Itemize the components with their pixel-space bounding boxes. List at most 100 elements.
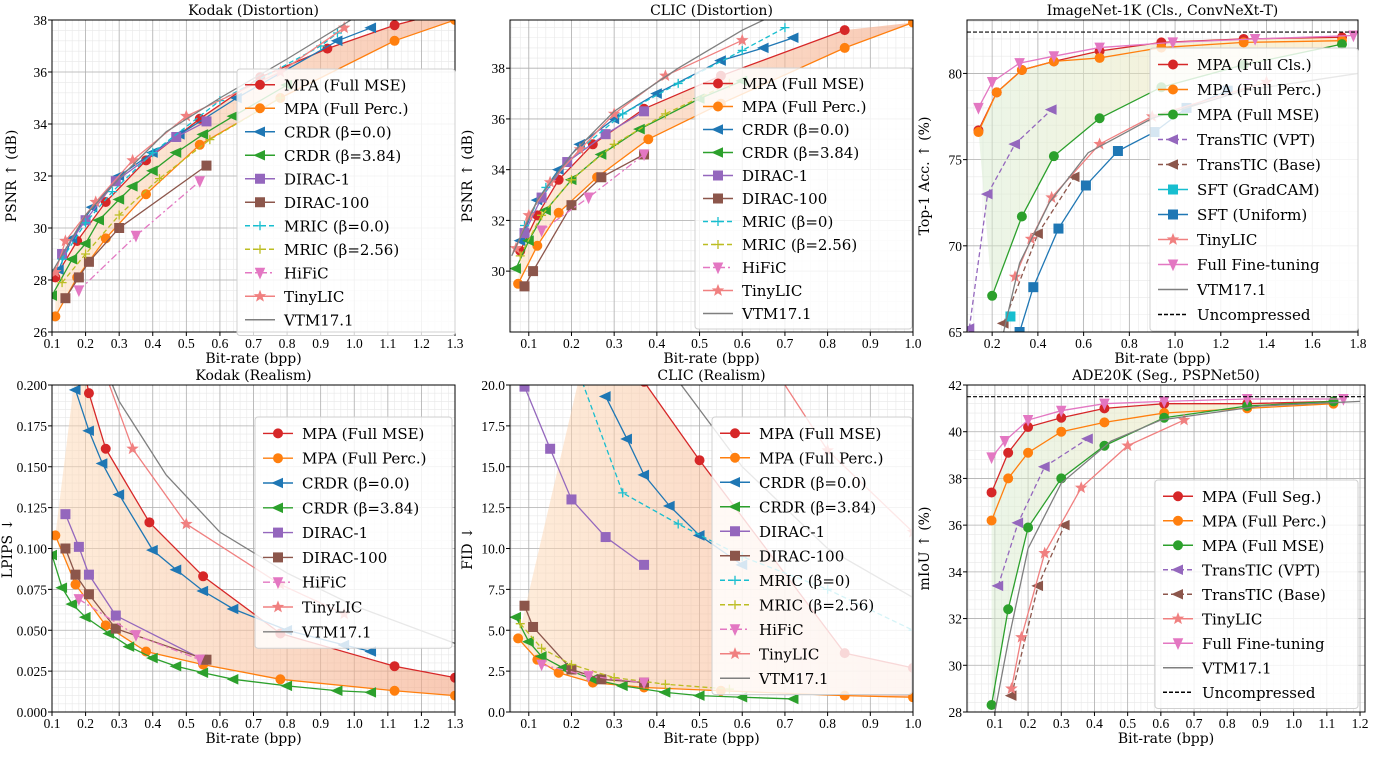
data-point: [130, 230, 142, 243]
data-point: [364, 646, 377, 657]
data-point: [639, 106, 650, 117]
data-point: [1048, 151, 1059, 162]
data-point: [1044, 104, 1057, 115]
x-tick-label: 1.0: [1285, 716, 1302, 731]
legend-label: TinyLIC: [284, 288, 344, 306]
legend-marker: [1171, 564, 1183, 576]
data-point: [1003, 447, 1014, 458]
y-tick-label: 28: [34, 273, 48, 288]
data-point: [986, 487, 997, 498]
legend-label: CRDR (β=3.84): [759, 498, 876, 516]
legend-item: HiFiC: [703, 259, 787, 277]
data-point: [660, 679, 670, 689]
series-line: [86, 385, 455, 679]
data-point: [1031, 580, 1044, 592]
series-line: [511, 20, 764, 257]
data-point: [450, 690, 455, 701]
data-point: [81, 249, 91, 259]
y-axis-label: LPIPS ↓: [0, 519, 16, 578]
y-tick-label: 42: [949, 378, 963, 393]
x-tick-label: 0.8: [819, 336, 836, 351]
legend-label: MRIC (β=0): [742, 213, 833, 231]
data-point: [510, 263, 521, 274]
x-tick-label: 0.9: [862, 336, 879, 351]
legend-item: MPA (Full MSE): [245, 76, 406, 94]
data-point: [519, 385, 530, 392]
legend-label: VTM17.1: [758, 670, 829, 688]
data-point: [146, 652, 158, 664]
y-axis-label: PSNR ↑ (dB): [460, 130, 476, 223]
data-point: [660, 109, 670, 119]
legend-marker: [255, 197, 265, 208]
data-point: [618, 109, 628, 119]
legend-label: TransTIC (Base): [1202, 586, 1326, 604]
legend-marker: [713, 217, 723, 226]
legend-marker: [1173, 491, 1183, 502]
data-point: [596, 172, 607, 183]
x-tick-label: 1.3: [447, 336, 464, 351]
data-point: [1328, 396, 1339, 407]
data-point: [839, 42, 850, 53]
legend-marker: [254, 267, 266, 280]
legend-label: TinyLIC: [302, 599, 362, 617]
data-point: [1056, 473, 1067, 484]
x-tick-label: 0.6: [734, 336, 751, 351]
y-tick-label: 38: [949, 471, 963, 486]
data-point: [615, 680, 628, 692]
data-point: [1158, 396, 1170, 409]
x-tick-label: 0.5: [691, 336, 708, 351]
data-point: [510, 611, 521, 623]
data-point: [389, 35, 400, 46]
x-tick-label: 0.7: [776, 336, 793, 351]
data-point: [662, 500, 675, 512]
legend-marker: [1167, 259, 1179, 272]
data-point: [201, 116, 212, 127]
data-point: [82, 425, 94, 437]
legend-marker: [728, 476, 740, 488]
legend-item: MPA (Full MSE): [703, 75, 864, 93]
data-point: [1014, 58, 1025, 70]
data-point: [83, 569, 94, 580]
y-tick-label: 32: [34, 169, 48, 184]
x-tick-label: 0.7: [1186, 716, 1203, 731]
x-tick-label: 0.6: [1075, 336, 1092, 351]
x-tick-label: 1.2: [413, 336, 430, 351]
x-tick-label: 0.5: [178, 336, 195, 351]
data-point: [541, 182, 551, 192]
legend-item: CRDR (β=0.0): [720, 474, 867, 492]
chart-title: ImageNet-1K (Cls., ConvNeXt-T): [1047, 3, 1279, 19]
legend-marker: [1166, 134, 1178, 145]
x-tick-label: 0.6: [734, 716, 751, 731]
legend-marker: [1173, 540, 1183, 551]
y-tick-label: 36: [34, 65, 48, 80]
x-tick-label: 0.2: [77, 716, 94, 731]
legend-item: HiFiC: [720, 621, 804, 639]
legend-item: VTM17.1: [263, 623, 372, 641]
x-tick-label: 1.2: [1352, 716, 1369, 731]
series-line: [515, 616, 794, 700]
legend-item: SFT (Uniform): [1158, 206, 1307, 224]
x-axis-label: Bit-rate (bpp): [663, 351, 759, 367]
x-tick-label: 0.9: [1252, 716, 1269, 731]
data-point: [154, 174, 164, 184]
legend-marker: [273, 527, 283, 538]
x-tick-label: 0.8: [1121, 336, 1138, 351]
data-point: [1023, 447, 1034, 458]
legend-label: SFT (GradCAM): [1197, 181, 1320, 199]
legend-marker: [1171, 612, 1185, 625]
legend-item: DIRAC-100: [245, 194, 369, 212]
data-point: [1008, 270, 1022, 283]
legend-item: DIRAC-1: [703, 167, 808, 185]
x-tick-label: 1.8: [1350, 336, 1367, 351]
data-point: [532, 240, 543, 251]
legend-label: CRDR (β=0.0): [742, 121, 850, 139]
data-point: [92, 214, 105, 226]
legend-label: HiFiC: [302, 574, 347, 592]
data-point: [73, 594, 85, 606]
y-tick-label: 30: [34, 221, 48, 236]
data-point: [146, 165, 158, 177]
legend-item: VTM17.1: [720, 670, 829, 688]
legend-marker: [271, 600, 285, 613]
legend-marker: [255, 79, 265, 90]
legend-item: CRDR (β=0.0): [263, 475, 410, 493]
